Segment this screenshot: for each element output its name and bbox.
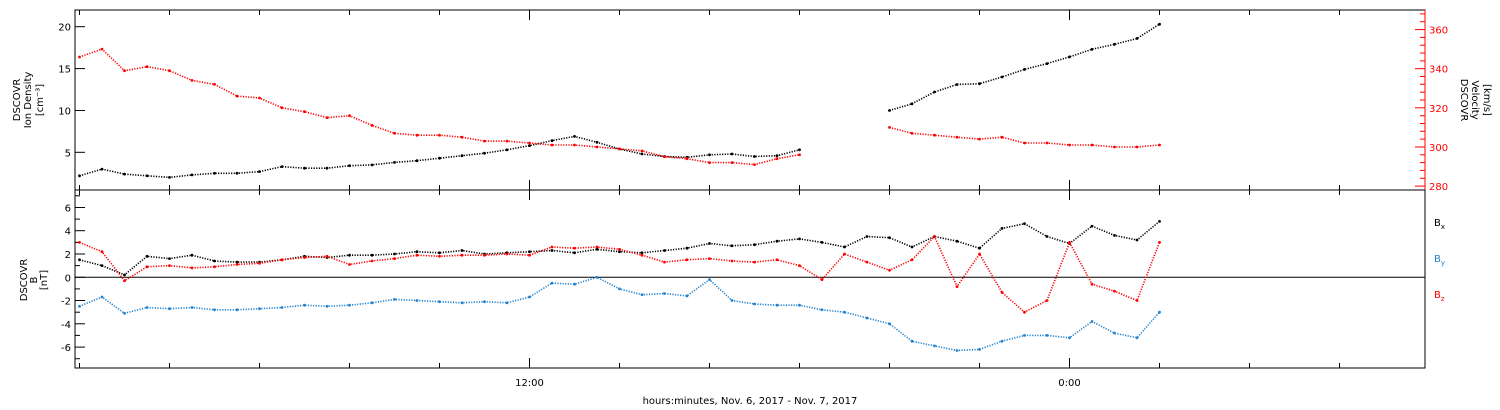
field-tick-label: -4 [61, 320, 71, 331]
legend-bz: Bz [1434, 290, 1445, 303]
velocity-trace [79, 48, 800, 166]
density-axis-title-2: Ion Density [23, 72, 34, 129]
density-series [78, 22, 1161, 179]
field-tick-label: -2 [61, 297, 71, 308]
plasma-panel-frame [74, 9, 1426, 191]
field-tick-label: 6 [65, 204, 71, 215]
density-axis-ticks: 5 10 15 20 [58, 23, 85, 159]
density-axis-title-3: [cm⁻³] [35, 84, 46, 116]
velocity-axis-title-2: Velocity [1469, 80, 1480, 119]
velocity-axis-title-3: [km/s] [1481, 84, 1492, 116]
by-series [78, 275, 1161, 352]
plasma-x-ticks [79, 10, 1340, 190]
field-axis-title-3: [nT] [39, 270, 50, 290]
field-tick-label: -6 [61, 343, 71, 354]
velocity-series [78, 47, 1161, 167]
density-tick-label: 20 [58, 23, 71, 34]
density-tick-label: 5 [65, 148, 71, 159]
by-trace [79, 276, 1161, 352]
velocity-axis-ticks: 280 300 320 340 360 [1415, 10, 1448, 193]
x-tick-label: 12:00 [515, 378, 544, 389]
field-x-ticks [79, 190, 1340, 368]
field-axis-title-2: B [29, 276, 40, 283]
legend-by: By [1434, 254, 1445, 267]
velocity-tick-label: 300 [1429, 143, 1448, 154]
velocity-trace [889, 126, 1160, 148]
velocity-tick-label: 360 [1429, 26, 1448, 37]
legend-bx: Bx [1434, 218, 1445, 231]
density-axis-title-1: DSCOVR [12, 79, 23, 122]
field-axis-ticks: -6 -4 -2 0 2 4 6 [61, 195, 85, 360]
velocity-tick-label: 340 [1429, 65, 1448, 76]
velocity-tick-label: 320 [1429, 104, 1448, 115]
velocity-axis-title-1: DSCOVR [1458, 79, 1469, 122]
plasma-panel: 5 10 15 20 280 300 320 340 360 DSCOVR Ion Densi… [12, 9, 1492, 193]
velocity-tick-label: 280 [1429, 182, 1448, 193]
field-tick-label: 4 [65, 227, 71, 238]
field-panel-frame [74, 189, 1426, 369]
field-tick-label: 2 [65, 250, 71, 261]
field-tick-label: 0 [65, 273, 71, 284]
density-tick-label: 15 [58, 65, 71, 76]
x-tick-labels: 12:00 0:00 [515, 378, 1081, 389]
velocity-point [798, 153, 801, 157]
field-axis-title-1: DSCOVR [19, 259, 30, 302]
density-trace [889, 23, 1160, 112]
bz-series [78, 235, 1161, 314]
x-axis-title: hours:minutes, Nov. 6, 2017 - Nov. 7, 20… [643, 396, 858, 407]
bz-trace [79, 235, 1161, 314]
x-tick-label: 0:00 [1058, 378, 1080, 389]
magnetic-field-panel: -6 -4 -2 0 2 4 6 DSCOVR B [nT] Bx By Bz [19, 189, 1445, 369]
density-tick-label: 10 [58, 107, 71, 118]
field-legend: Bx By Bz [1434, 218, 1445, 303]
density-point [1158, 22, 1161, 26]
